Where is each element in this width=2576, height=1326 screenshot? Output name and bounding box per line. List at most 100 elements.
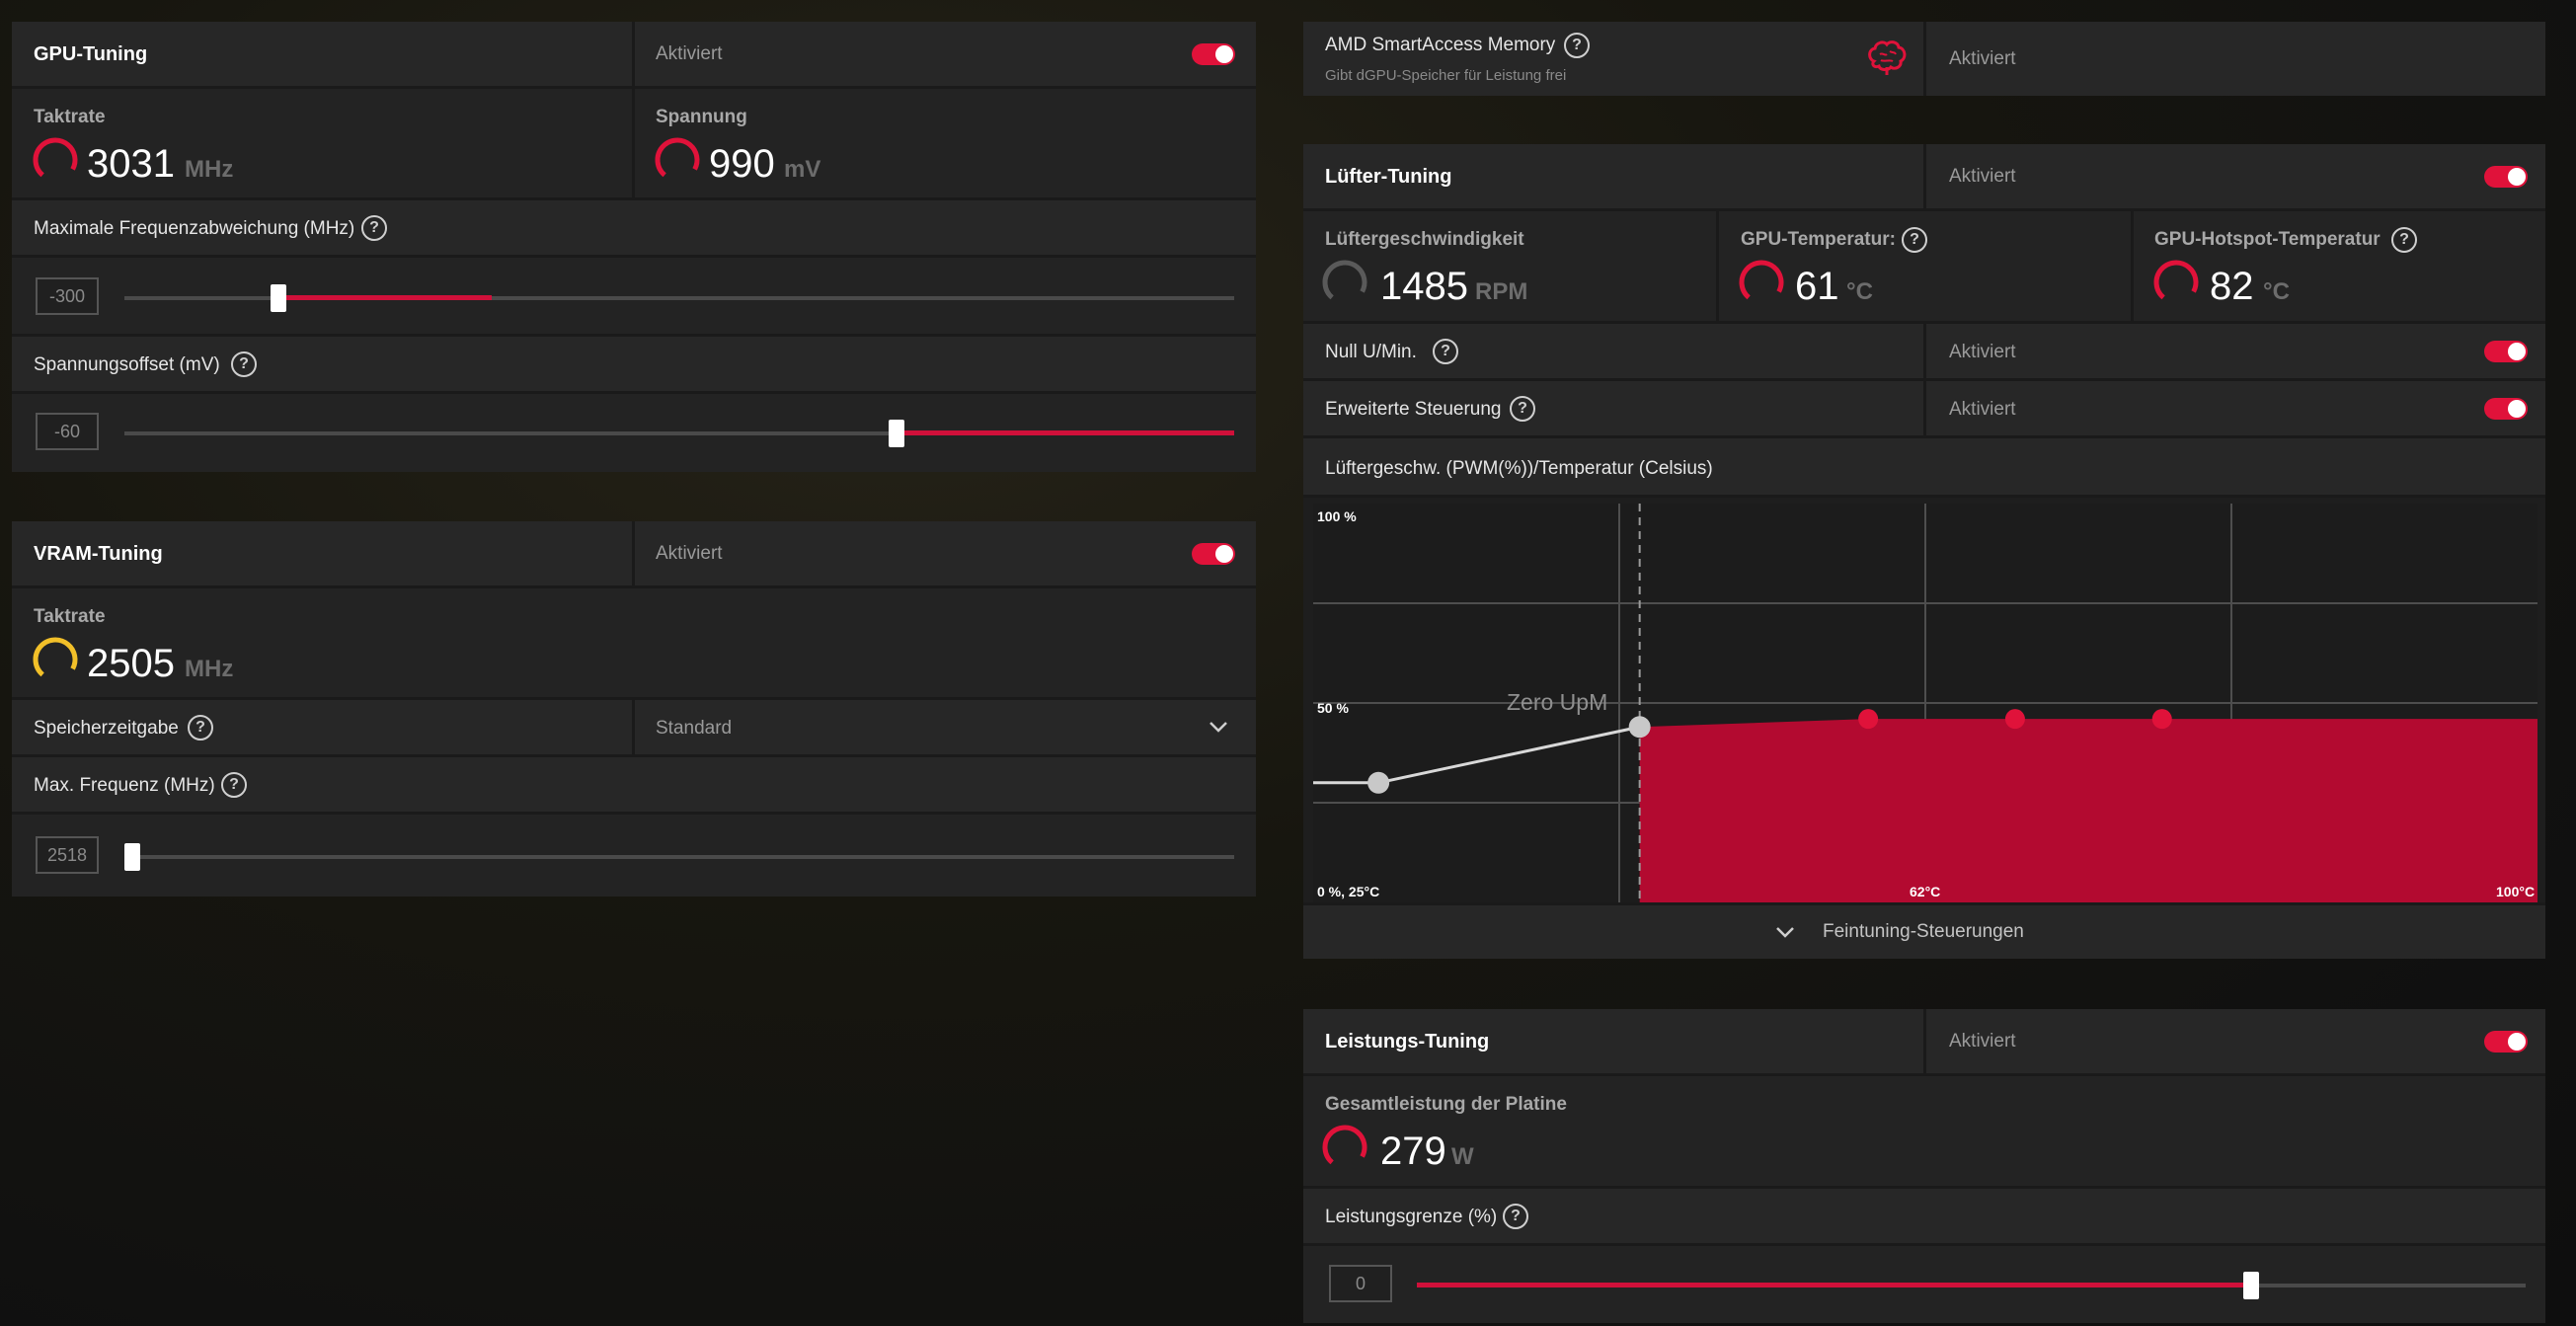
sam-status: Aktiviert: [1949, 48, 2016, 69]
advanced-control-row: Erweiterte Steuerung ? Aktiviert: [1303, 381, 2545, 438]
gpu-clock-label: Taktrate: [34, 107, 106, 127]
divider: [1923, 22, 1926, 96]
vram-tuning-toggle[interactable]: [1192, 543, 1235, 565]
fan-curve-point[interactable]: [1628, 716, 1651, 739]
fan-tuning-header: Lüfter-Tuning Aktiviert: [1303, 144, 2545, 211]
fan-speed-gauge-icon: [1322, 260, 1367, 305]
chevron-down-icon: [1776, 927, 1794, 938]
advanced-control-toggle[interactable]: [2484, 398, 2528, 420]
power-limit-slider-row: 0: [1303, 1246, 2545, 1323]
vram-clock-unit: MHz: [185, 656, 234, 682]
gpu-tuning-header: GPU-Tuning Aktiviert: [12, 22, 1256, 89]
hotspot-temp-value: 82: [2210, 265, 2254, 308]
fan-curve-chart-row: 100 % 50 % 0 %, 25°C 62°C 100°C Zero UpM: [1303, 498, 2545, 905]
gpu-temp-gauge-icon: [1739, 260, 1784, 305]
zero-rpm-toggle[interactable]: [2484, 341, 2528, 362]
max-freq-offset-help-icon[interactable]: ?: [361, 215, 387, 241]
sam-title: AMD SmartAccess Memory: [1325, 35, 1556, 55]
vram-clock-gauge-icon: [33, 637, 78, 682]
max-freq-offset-label: Maximale Frequenzabweichung (MHz): [34, 218, 355, 239]
voltage-offset-thumb[interactable]: [889, 420, 904, 447]
gpu-voltage-gauge-icon: [655, 137, 700, 183]
memory-timing-row: Speicherzeitgabe ? Standard: [12, 700, 1256, 757]
vram-tuning-title: VRAM-Tuning: [34, 543, 163, 565]
max-freq-offset-thumb[interactable]: [271, 284, 286, 312]
vram-max-freq-track[interactable]: [124, 855, 1234, 859]
hotspot-temp-help-icon[interactable]: ?: [2391, 227, 2417, 253]
divider: [1923, 381, 1926, 435]
x-axis-mid-label: 62°C: [1910, 884, 1940, 899]
power-metrics-row: Gesamtleistung der Platine 279 W: [1303, 1076, 2545, 1189]
voltage-offset-help-icon[interactable]: ?: [231, 351, 257, 377]
gpu-metrics-row: Taktrate 3031 MHz Spannung 990 mV: [12, 89, 1256, 200]
voltage-offset-slider-row: -60: [12, 394, 1256, 472]
vram-max-freq-header: Max. Frequenz (MHz) ?: [12, 757, 1256, 815]
vram-tuning-panel: VRAM-Tuning Aktiviert Taktrate 2505 MHz …: [12, 521, 1256, 897]
power-tuning-status: Aktiviert: [1949, 1031, 2016, 1052]
gpu-voltage-unit: mV: [784, 156, 821, 183]
vram-max-freq-slider-row: 2518: [12, 815, 1256, 897]
advanced-control-help-icon[interactable]: ?: [1510, 396, 1535, 422]
max-freq-offset-input[interactable]: -300: [36, 277, 99, 315]
vram-max-freq-thumb[interactable]: [124, 843, 140, 871]
toggle-knob: [2508, 168, 2526, 186]
power-limit-thumb[interactable]: [2243, 1272, 2259, 1299]
fan-curve-point[interactable]: [2004, 709, 2025, 730]
toggle-knob: [1215, 545, 1233, 563]
gpu-tuning-toggle[interactable]: [1192, 43, 1235, 65]
gpu-tuning-panel: GPU-Tuning Aktiviert Taktrate 3031 MHz S…: [12, 22, 1256, 472]
max-freq-offset-header: Maximale Frequenzabweichung (MHz) ?: [12, 200, 1256, 258]
fan-curve-point[interactable]: [1858, 709, 1879, 730]
power-limit-help-icon[interactable]: ?: [1503, 1204, 1528, 1229]
vram-clock-label: Taktrate: [34, 606, 106, 627]
divider: [632, 22, 635, 86]
max-freq-offset-fill: [278, 295, 492, 300]
max-freq-offset-slider-row: -300: [12, 258, 1256, 337]
power-limit-header: Leistungsgrenze (%) ?: [1303, 1189, 2545, 1246]
gpu-temp-help-icon[interactable]: ?: [1902, 227, 1927, 253]
fan-speed-value: 1485: [1380, 265, 1468, 308]
vram-max-freq-help-icon[interactable]: ?: [221, 772, 247, 798]
memory-timing-select[interactable]: Standard: [635, 700, 1256, 754]
fan-metrics-row: Lüftergeschwindigkeit 1485 RPM GPU-Tempe…: [1303, 211, 2545, 324]
power-limit-input[interactable]: 0: [1329, 1265, 1392, 1302]
voltage-offset-track[interactable]: [124, 431, 1234, 435]
divider: [632, 89, 635, 197]
board-power-value: 279: [1380, 1130, 1446, 1173]
x-axis-max-label: 100°C: [2496, 884, 2535, 899]
fine-tuning-row[interactable]: Feintuning-Steuerungen: [1303, 905, 2545, 959]
memory-timing-help-icon[interactable]: ?: [188, 715, 213, 741]
fan-curve-point[interactable]: [1367, 771, 1390, 794]
voltage-offset-input[interactable]: -60: [36, 413, 99, 450]
zero-rpm-status: Aktiviert: [1949, 342, 2016, 362]
y-axis-mid-label: 50 %: [1317, 700, 1349, 716]
board-power-gauge-icon: [1322, 1125, 1367, 1170]
gpu-temp-label: GPU-Temperatur:: [1741, 229, 1896, 250]
zero-rpm-help-icon[interactable]: ?: [1433, 339, 1458, 364]
hotspot-temp-unit: °C: [2263, 278, 2290, 305]
fan-tuning-panel: Lüfter-Tuning Aktiviert Lüftergeschwindi…: [1303, 144, 2545, 959]
vram-max-freq-input[interactable]: 2518: [36, 836, 99, 874]
divider: [632, 521, 635, 585]
vram-tuning-status: Aktiviert: [656, 543, 723, 564]
fan-tuning-status: Aktiviert: [1949, 166, 2016, 187]
power-limit-fill: [1417, 1283, 2251, 1287]
gpu-clock-unit: MHz: [185, 156, 234, 183]
divider: [1716, 211, 1719, 321]
fan-curve-point[interactable]: [2151, 709, 2172, 730]
gpu-temp-unit: °C: [1846, 278, 1873, 305]
sam-row: AMD SmartAccess Memory ? Gibt dGPU-Speic…: [1303, 22, 2545, 96]
fan-curve-chart[interactable]: 100 % 50 % 0 %, 25°C 62°C 100°C Zero UpM: [1313, 504, 2537, 902]
gpu-tuning-status: Aktiviert: [656, 43, 723, 64]
sam-subtitle: Gibt dGPU-Speicher für Leistung frei: [1325, 67, 1567, 84]
max-freq-offset-track[interactable]: [124, 296, 1234, 300]
power-tuning-toggle[interactable]: [2484, 1031, 2528, 1053]
hotspot-temp-label: GPU-Hotspot-Temperatur: [2154, 229, 2381, 250]
fan-curve-title-row: Lüftergeschw. (PWM(%))/Temperatur (Celsi…: [1303, 438, 2545, 498]
fan-tuning-toggle[interactable]: [2484, 166, 2528, 188]
gpu-clock-value: 3031: [87, 142, 175, 186]
voltage-offset-label: Spannungsoffset (mV): [34, 354, 220, 375]
sam-help-icon[interactable]: ?: [1564, 33, 1590, 58]
divider: [1923, 1009, 1926, 1073]
gpu-tuning-title: GPU-Tuning: [34, 43, 148, 65]
